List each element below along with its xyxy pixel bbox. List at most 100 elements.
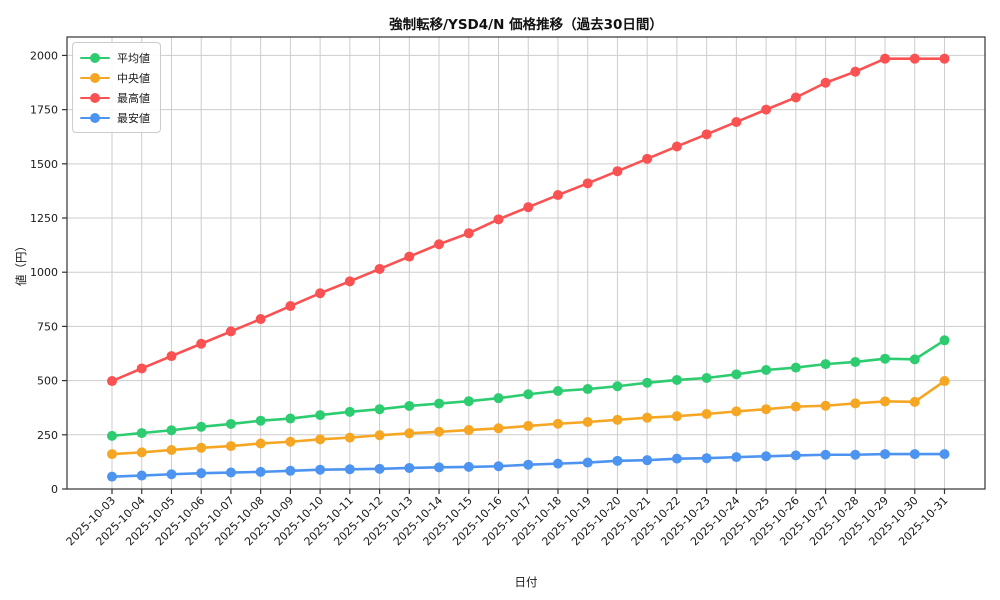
series-marker-median (374, 430, 385, 441)
series-marker-max (582, 178, 593, 189)
series-marker-median (909, 396, 920, 407)
legend-swatch-average (80, 52, 110, 63)
legend-dot-icon (90, 112, 100, 123)
y-tick-label: 1500 (30, 158, 58, 171)
series-marker-max (285, 301, 296, 312)
series-marker-average (136, 428, 147, 439)
series-marker-min (493, 461, 504, 472)
series-marker-average (909, 354, 920, 365)
series-marker-median (285, 436, 296, 447)
series-marker-average (790, 362, 801, 373)
series-marker-median (107, 449, 117, 460)
series-marker-max (820, 77, 831, 88)
series-marker-max (166, 351, 177, 362)
series-marker-median (612, 414, 623, 425)
series-marker-max (493, 214, 504, 225)
series-marker-average (463, 396, 474, 407)
series-marker-median (315, 434, 326, 445)
legend-swatch-min (80, 112, 110, 123)
series-marker-average (850, 356, 861, 367)
y-axis-label: 値（円） (14, 240, 28, 286)
series-marker-min (285, 465, 296, 476)
series-marker-max (642, 153, 653, 164)
series-marker-average (552, 386, 563, 397)
series-marker-max (761, 104, 772, 115)
series-marker-max (225, 326, 236, 337)
series-marker-min (761, 451, 772, 462)
series-marker-average (642, 377, 653, 388)
series-marker-max (463, 228, 474, 239)
series-marker-average (315, 410, 326, 421)
chart-title: 強制転移/YSD4/N 価格推移（過去30日間） (389, 17, 663, 33)
series-marker-min (107, 471, 117, 482)
legend-label-min: 最安値 (117, 111, 150, 125)
series-marker-median (552, 418, 563, 429)
series-marker-average (166, 425, 177, 436)
series-marker-min (404, 462, 415, 473)
plot-frame (66, 36, 986, 490)
series-marker-min (255, 466, 266, 477)
series-marker-max (850, 66, 861, 77)
series-marker-median (731, 406, 742, 417)
series-marker-min (880, 449, 891, 460)
series-marker-max (315, 288, 326, 299)
series-marker-max (880, 53, 891, 64)
series-marker-min (523, 459, 534, 470)
series-marker-average (404, 400, 415, 411)
y-tick-label: 250 (37, 429, 58, 442)
series-marker-max (434, 239, 445, 250)
series-marker-average (493, 393, 504, 404)
series-marker-average (612, 381, 623, 392)
series-marker-min (642, 455, 653, 466)
series-marker-average (582, 384, 593, 395)
series-marker-min (939, 449, 950, 460)
legend-dot-icon (90, 72, 100, 83)
legend-label-average: 平均値 (117, 51, 150, 65)
series-marker-average (939, 335, 950, 346)
series-marker-average (255, 415, 266, 426)
series-marker-median (880, 396, 891, 407)
series-marker-average (374, 404, 385, 415)
series-marker-max (909, 53, 920, 64)
series-marker-average (880, 353, 891, 364)
y-tick-label: 2000 (30, 49, 58, 62)
series-marker-min (315, 464, 326, 475)
series-marker-min (196, 468, 207, 479)
series-marker-average (344, 406, 355, 417)
series-marker-average (523, 389, 534, 400)
series-marker-median (850, 398, 861, 409)
series-marker-min (701, 453, 712, 464)
legend-item-average: 平均値 (80, 48, 150, 67)
y-tick-label: 500 (37, 375, 58, 388)
series-marker-min (166, 469, 177, 480)
y-tick-label: 1250 (30, 212, 58, 225)
series-marker-median (820, 400, 831, 411)
series-marker-average (761, 364, 772, 375)
series-marker-median (344, 432, 355, 443)
series-marker-min (820, 449, 831, 460)
series-marker-max (939, 53, 950, 64)
legend-label-max: 最高値 (117, 91, 150, 105)
legend-dot-icon (90, 52, 100, 63)
series-marker-median (671, 411, 682, 422)
series-marker-max (196, 338, 207, 349)
y-tick-label: 750 (37, 320, 58, 333)
series-marker-median (701, 408, 712, 419)
series-marker-min (463, 461, 474, 472)
series-marker-average (671, 374, 682, 385)
series-marker-max (404, 251, 415, 262)
series-marker-min (225, 467, 236, 478)
series-marker-median (493, 423, 504, 434)
series-marker-min (136, 470, 147, 481)
series-marker-min (850, 449, 861, 460)
legend-swatch-median (80, 72, 110, 83)
series-marker-median (939, 376, 950, 387)
legend-swatch-max (80, 92, 110, 103)
series-marker-max (790, 92, 801, 103)
series-marker-max (552, 190, 563, 201)
series-marker-average (731, 369, 742, 380)
series-marker-average (434, 398, 445, 409)
series-marker-max (671, 141, 682, 152)
series-marker-median (196, 442, 207, 453)
